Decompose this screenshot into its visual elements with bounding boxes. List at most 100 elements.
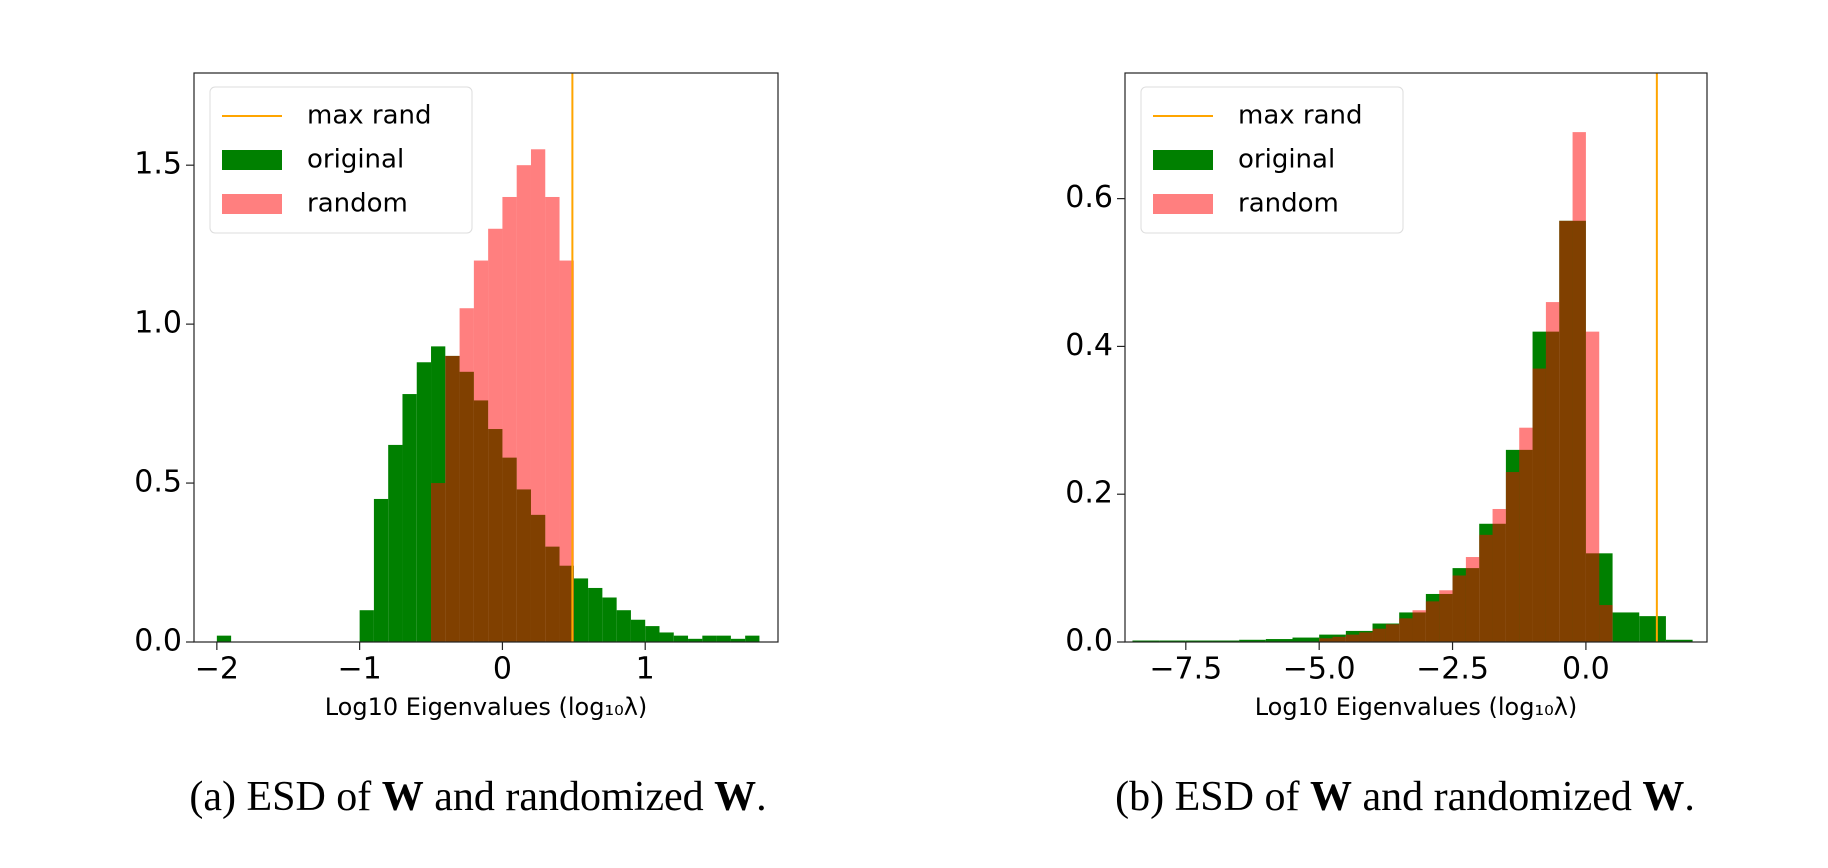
hist-bar	[1332, 636, 1346, 642]
hist-bar	[1612, 612, 1640, 642]
hist-bar	[1639, 616, 1666, 642]
hist-bar	[1265, 639, 1293, 642]
panel: −7.5 −5.0 −2.5 0.0 0.0 0.2 0.4 0.6 Log10 Eigenva…	[1065, 72, 1708, 721]
hist-bar	[416, 362, 432, 642]
x-axis-label: Log10 Eigenvalues (log₁₀λ)	[325, 693, 648, 721]
hist-bar	[745, 635, 760, 642]
legend-patch	[1153, 150, 1213, 170]
y-tick-label: 0.2	[1065, 476, 1113, 511]
hist-bar	[545, 196, 560, 643]
caption: (a) ESD of W and randomized W.	[189, 774, 766, 820]
hist-bar	[1425, 601, 1440, 642]
x-axis-label: Log10 Eigenvalues (log₁₀λ)	[1255, 693, 1578, 721]
legend-label: random	[1238, 189, 1339, 219]
hist-bar	[1465, 557, 1480, 642]
hist-bar	[216, 635, 232, 642]
legend-patch	[222, 150, 282, 170]
hist-bar	[1439, 590, 1453, 642]
hist-bar	[1372, 628, 1386, 642]
hist-bar	[473, 260, 489, 642]
hist-bar	[431, 483, 446, 642]
hist-bar	[1399, 618, 1413, 642]
caption-part: W	[382, 774, 424, 820]
caption-part: (a) ESD of	[189, 774, 381, 820]
caption-part: W	[714, 774, 756, 820]
hist-bar	[359, 610, 374, 642]
x-tick-label: −7.5	[1149, 652, 1222, 687]
hist-bar	[1519, 427, 1533, 642]
caption-part: and randomized	[1352, 774, 1642, 820]
hist-bar	[488, 228, 503, 643]
hist-bar	[1452, 575, 1466, 642]
hist-bar	[1412, 610, 1426, 642]
axes-frame	[193, 72, 779, 643]
hist-bar	[645, 626, 660, 642]
legend-patch	[222, 194, 282, 214]
hist-bar	[1319, 638, 1333, 642]
legend-label: max rand	[1238, 101, 1363, 131]
x-tick-label: 1	[636, 652, 655, 687]
legend-label: original	[307, 145, 404, 175]
legend-label: random	[307, 189, 408, 219]
caption-part: (b) ESD of	[1115, 774, 1310, 820]
hist-bar	[1159, 640, 1186, 642]
x-tick-label: 0	[493, 652, 512, 687]
x-tick-label: 0.0	[1562, 652, 1610, 687]
hist-bar	[730, 638, 746, 642]
hist-bar	[1585, 331, 1600, 642]
hist-bar	[716, 635, 731, 642]
caption: (b) ESD of W and randomized W.	[1115, 774, 1695, 820]
hist-bar	[1239, 639, 1266, 642]
caption-part: .	[756, 774, 767, 820]
hist-bar	[1492, 508, 1506, 642]
hist-bar	[459, 308, 474, 642]
hist-bar	[502, 196, 517, 643]
hist-bar	[616, 610, 631, 642]
hist-bar	[1385, 624, 1400, 642]
axes-frame	[1124, 72, 1708, 643]
y-tick-label: 0.5	[134, 465, 182, 500]
hist-bar	[1132, 640, 1160, 642]
hist-bar	[1665, 639, 1693, 642]
caption-part: .	[1684, 774, 1695, 820]
hist-bar	[673, 635, 689, 642]
hist-bar	[573, 578, 589, 642]
panel: −2 −1 0 1 0.0 0.5 1.0 1.5 Log10 Eigenvalues (log…	[134, 72, 779, 721]
hist-bar	[388, 444, 403, 642]
hist-bar	[1505, 472, 1520, 642]
hist-bar	[659, 632, 674, 642]
x-tick-label: −2.5	[1416, 652, 1489, 687]
hist-bar	[402, 394, 417, 642]
hist-bar	[516, 165, 531, 642]
y-tick-label: 0.6	[1065, 180, 1113, 215]
hist-bar	[559, 260, 574, 642]
y-tick-label: 0.4	[1065, 328, 1113, 363]
hist-bar	[702, 635, 717, 642]
legend-label: original	[1238, 145, 1335, 175]
y-tick-label: 1.5	[134, 147, 182, 182]
y-tick-label: 1.0	[134, 306, 182, 341]
hist-bar	[1545, 302, 1560, 642]
hist-bar	[530, 149, 546, 642]
hist-bar	[1559, 220, 1573, 642]
hist-bar	[602, 597, 617, 642]
legend-patch	[1153, 194, 1213, 214]
hist-bar	[1532, 368, 1546, 642]
legend-label: max rand	[307, 101, 432, 131]
x-tick-label: −5.0	[1283, 652, 1356, 687]
hist-bar	[688, 638, 703, 642]
y-tick-label: 0.0	[1065, 624, 1113, 659]
caption-part: W	[1310, 774, 1352, 820]
hist-bar	[630, 619, 646, 642]
hist-bar	[1572, 132, 1586, 642]
hist-bar	[1479, 534, 1493, 642]
hist-bar	[1185, 640, 1213, 642]
y-tick-label: 0.0	[134, 624, 182, 659]
hist-bar	[1292, 637, 1320, 642]
x-tick-label: −1	[338, 652, 382, 687]
hist-bar	[1599, 605, 1613, 642]
caption-part: W	[1642, 774, 1684, 820]
hist-bar	[1345, 634, 1360, 642]
caption-part: and randomized	[424, 774, 714, 820]
